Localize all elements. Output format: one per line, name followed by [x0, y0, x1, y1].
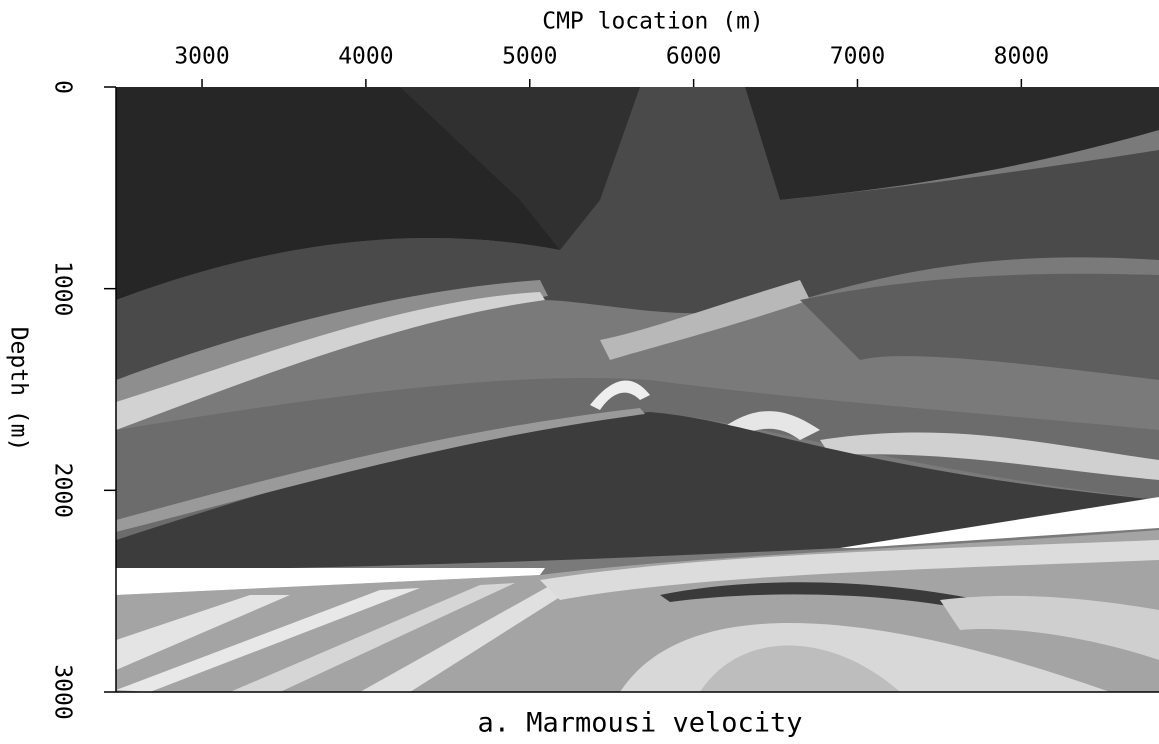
- y-tick-label: 0: [50, 80, 76, 94]
- y-tick-label: 3000: [50, 664, 76, 719]
- x-tick-label: 4000: [338, 44, 393, 70]
- y-axis-label: Depth (m): [6, 327, 32, 452]
- y-tick-label: 1000: [50, 261, 76, 316]
- velocity-image: [116, 87, 1159, 692]
- x-tick-label: 3000: [174, 44, 229, 70]
- x-tick-label: 8000: [994, 44, 1049, 70]
- chart-title: a. Marmousi velocity: [477, 708, 802, 739]
- x-tick-label: 7000: [830, 44, 885, 70]
- x-tick-label: 5000: [502, 44, 557, 70]
- x-axis-label: CMP location (m): [542, 9, 764, 35]
- x-tick-label: 6000: [666, 44, 721, 70]
- y-tick-label: 2000: [50, 463, 76, 518]
